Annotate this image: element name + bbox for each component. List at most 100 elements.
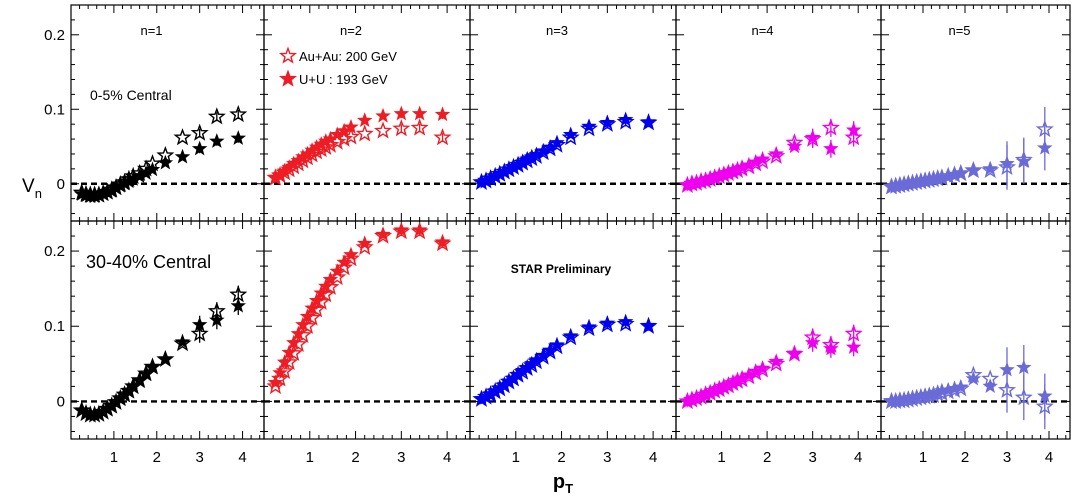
open-star-marker — [207, 107, 226, 125]
filled-star-marker — [393, 221, 410, 237]
filled-star-marker — [209, 312, 225, 327]
filled-star-marker — [209, 133, 225, 148]
filled-star-marker — [845, 339, 862, 354]
filled-star-marker — [768, 353, 784, 369]
open-star-marker — [190, 123, 209, 141]
series-uu-n3-r1 — [473, 313, 657, 406]
filled-star-marker — [336, 254, 352, 269]
filled-star-marker — [157, 351, 174, 366]
x-tick-label: 4 — [238, 449, 246, 466]
filled-star-marker — [768, 145, 784, 161]
filled-star-marker — [581, 318, 597, 334]
filled-star-marker — [295, 316, 311, 332]
filled-star-marker — [823, 340, 839, 356]
series-uu-n5-r0 — [883, 125, 1053, 195]
filled-star-marker — [965, 162, 982, 178]
filled-star-marker — [144, 359, 161, 375]
series-uu-n2-r0 — [267, 105, 451, 185]
x-tick-label: 1 — [919, 449, 927, 466]
panel-title-n1: n=1 — [140, 23, 162, 38]
series-auau-n2-r1 — [266, 222, 452, 395]
filled-star-marker — [356, 235, 373, 251]
x-tick-label: 4 — [1045, 449, 1053, 466]
panel-frame-r1-n2 — [263, 220, 471, 440]
series-uu-n5-r1 — [883, 345, 1053, 419]
open-star-marker — [579, 119, 599, 137]
y-tick-label: 0.1 — [44, 318, 65, 335]
filled-star-marker — [999, 155, 1015, 171]
filled-star-marker — [804, 129, 821, 145]
open-star-marker — [616, 314, 635, 332]
filled-star-marker — [786, 138, 803, 154]
filled-star-marker — [562, 327, 579, 343]
filled-star-marker — [286, 334, 302, 350]
y-tick-label: 0.2 — [44, 27, 65, 44]
open-star-marker — [335, 258, 354, 276]
filled-star-marker — [375, 107, 391, 123]
open-star-marker — [373, 121, 393, 139]
filled-star-marker — [549, 134, 565, 150]
open-star-marker — [266, 376, 285, 395]
panel-frame-r0-n3 — [469, 4, 677, 222]
filled-star-marker — [549, 336, 565, 352]
filled-star-marker — [754, 360, 771, 375]
panel-title-n4: n=4 — [751, 23, 773, 38]
filled-star-marker — [1037, 139, 1053, 155]
x-tick-label: 1 — [110, 449, 118, 466]
filled-star-marker — [786, 345, 803, 360]
open-star-marker — [844, 324, 863, 342]
filled-star-marker — [1016, 359, 1032, 375]
x-tick-label: 3 — [397, 449, 405, 466]
series-uu-n4-r1 — [679, 333, 862, 409]
x-tick-label: 3 — [1003, 449, 1011, 466]
x-tick-label: 1 — [717, 449, 725, 466]
open-star-marker — [821, 118, 840, 136]
series-auau-n1-r0 — [72, 104, 248, 203]
filled-star-marker — [845, 121, 862, 137]
filled-star-marker — [434, 106, 451, 122]
y-axis-label: Vn — [22, 176, 42, 201]
filled-star-marker — [823, 140, 839, 156]
filled-star-marker — [191, 316, 208, 332]
filled-star-marker — [562, 126, 579, 142]
filled-star-marker — [281, 344, 297, 360]
filled-star-marker — [965, 370, 982, 386]
x-tick-label: 2 — [763, 449, 771, 466]
x-axis-label: pT — [553, 471, 573, 496]
filled-star-marker — [157, 154, 174, 170]
open-star-marker — [767, 146, 786, 164]
x-tick-label: 4 — [854, 449, 862, 466]
filled-star-marker — [640, 317, 657, 333]
open-star-marker — [328, 267, 347, 286]
open-star-marker — [561, 128, 580, 146]
series-uu-n4-r0 — [679, 121, 862, 192]
filled-star-marker — [581, 118, 597, 133]
open-star-marker — [355, 124, 374, 142]
filled-star-marker — [230, 297, 247, 313]
open-star-marker — [616, 112, 635, 130]
open-star-marker — [997, 380, 1017, 398]
y-tick-label: 0.2 — [44, 243, 65, 260]
legend-label: Au+Au: 200 GeV — [299, 49, 397, 64]
open-star-marker — [173, 128, 192, 146]
filled-star-marker — [299, 308, 316, 324]
y-tick-label: 0 — [57, 393, 65, 410]
open-star-marker — [392, 119, 411, 137]
filled-star-marker — [599, 114, 616, 130]
filled-star-marker — [375, 226, 391, 242]
x-tick-label: 4 — [443, 449, 451, 466]
open-star-marker — [767, 354, 786, 372]
filled-star-marker — [290, 325, 307, 341]
filled-star-marker — [617, 313, 634, 329]
filled-star-marker — [1037, 388, 1053, 403]
filled-star-marker — [617, 111, 634, 127]
filled-star-marker — [999, 361, 1015, 377]
open-star-marker — [229, 104, 248, 123]
filled-star-marker — [343, 119, 359, 134]
x-tick-label: 2 — [961, 449, 969, 466]
filled-star-marker — [411, 221, 428, 237]
x-tick-label: 3 — [808, 449, 816, 466]
legend-marker-open-star — [278, 46, 298, 64]
filled-star-marker — [953, 378, 969, 394]
centrality-label-30-40: 30-40% Central — [86, 252, 211, 272]
